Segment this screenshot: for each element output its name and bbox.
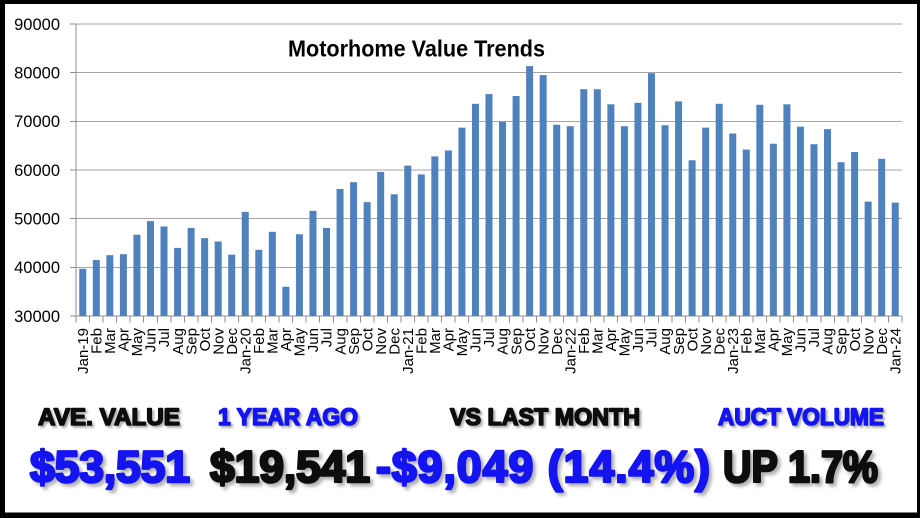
svg-text:50000: 50000 [14,210,60,228]
svg-text:$53,551: $53,551 [30,443,190,492]
svg-text:VS LAST MONTH: VS LAST MONTH [450,404,640,431]
svg-text:Aug: Aug [495,328,512,355]
svg-text:UP 1.7%: UP 1.7% [723,443,878,492]
svg-text:May: May [779,328,796,357]
svg-text:Nov: Nov [210,328,227,355]
svg-text:May: May [454,328,471,357]
svg-text:Sep: Sep [671,328,688,355]
svg-text:Dec: Dec [386,328,403,355]
svg-text:Motorhome Value Trends: Motorhome Value Trends [288,36,545,62]
svg-text:Jan-24: Jan-24 [887,328,904,374]
svg-text:Feb: Feb [251,328,268,354]
svg-text:Dec: Dec [549,328,566,355]
svg-text:Sep: Sep [833,328,850,355]
svg-text:60000: 60000 [14,162,60,180]
svg-text:Jun: Jun [630,328,647,352]
svg-text:Jun: Jun [143,328,160,352]
svg-text:Mar: Mar [265,328,282,354]
svg-text:Feb: Feb [576,328,593,354]
svg-text:Jun: Jun [793,328,810,352]
svg-text:Mar: Mar [102,328,119,354]
svg-text:Sep: Sep [346,328,363,355]
svg-text:Sep: Sep [183,328,200,355]
svg-text:Sep: Sep [508,328,525,355]
svg-text:Jan-23: Jan-23 [725,328,742,374]
svg-text:Apr: Apr [116,328,133,351]
svg-text:Dec: Dec [874,328,891,355]
svg-text:90000: 90000 [14,16,60,34]
svg-text:Jan-21: Jan-21 [400,328,417,374]
svg-text:Mar: Mar [590,328,607,354]
svg-text:Nov: Nov [698,328,715,355]
svg-text:AUCT VOLUME: AUCT VOLUME [718,404,884,431]
svg-text:Nov: Nov [535,328,552,355]
svg-text:May: May [617,328,634,357]
svg-text:May: May [292,328,309,357]
svg-text:Nov: Nov [373,328,390,355]
svg-text:Oct: Oct [359,327,376,351]
svg-text:Aug: Aug [657,328,674,355]
svg-text:Jul: Jul [319,328,336,347]
svg-text:Apr: Apr [441,328,458,351]
svg-text:Aug: Aug [820,328,837,355]
svg-text:May: May [129,328,146,357]
svg-text:Oct: Oct [522,327,539,351]
svg-text:Mar: Mar [752,328,769,354]
svg-text:Jul: Jul [156,328,173,347]
svg-text:Apr: Apr [766,328,783,351]
svg-text:40000: 40000 [14,259,60,277]
svg-text:Jul: Jul [806,328,823,347]
svg-text:Jun: Jun [305,328,322,352]
svg-text:Jul: Jul [481,328,498,347]
svg-text:Jan-22: Jan-22 [562,328,579,374]
svg-text:Oct: Oct [197,327,214,351]
svg-text:Aug: Aug [332,328,349,355]
svg-text:Dec: Dec [224,328,241,355]
svg-text:Jun: Jun [468,328,485,352]
svg-text:Oct: Oct [684,327,701,351]
svg-text:Nov: Nov [860,328,877,355]
svg-text:80000: 80000 [14,64,60,82]
svg-text:Mar: Mar [427,328,444,354]
svg-text:Feb: Feb [414,328,431,354]
svg-text:1 YEAR AGO: 1 YEAR AGO [218,404,358,431]
svg-text:70000: 70000 [14,113,60,131]
svg-text:-$9,049 (14.4%): -$9,049 (14.4%) [376,443,710,492]
svg-text:Jan-20: Jan-20 [237,328,254,374]
svg-text:Aug: Aug [170,328,187,355]
svg-text:Jul: Jul [644,328,661,347]
svg-text:Apr: Apr [603,328,620,351]
svg-text:$19,541: $19,541 [210,443,370,492]
svg-text:Feb: Feb [89,328,106,354]
svg-text:Feb: Feb [738,328,755,354]
svg-text:Oct: Oct [847,327,864,351]
svg-text:AVE. VALUE: AVE. VALUE [38,404,180,431]
svg-text:30000: 30000 [14,308,60,326]
svg-text:Jan-19: Jan-19 [75,328,92,374]
svg-text:Dec: Dec [711,328,728,355]
svg-text:Apr: Apr [278,328,295,351]
